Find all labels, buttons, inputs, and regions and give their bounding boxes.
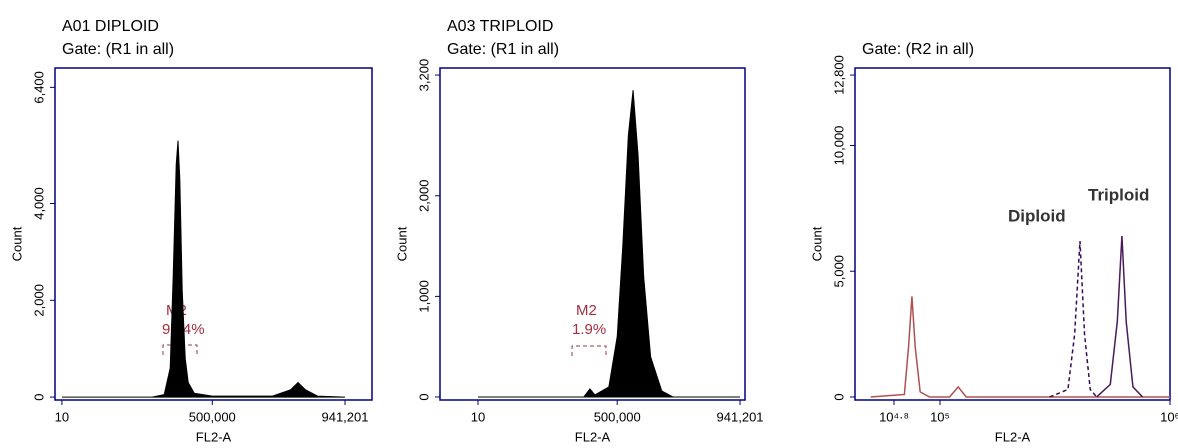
y-tick-label: 5,000 (831, 255, 846, 288)
y-axis-label: Count (809, 226, 824, 261)
x-tick-label: 10 (55, 409, 69, 424)
chart-title: A01 DIPLOID (62, 18, 159, 35)
marker-percent: 1.9% (572, 321, 606, 338)
x-axis-label: FL2-A (995, 429, 1031, 444)
x-tick-label: 10 (471, 409, 485, 424)
histogram-line (1049, 240, 1098, 398)
annotation: Diploid (1008, 206, 1066, 225)
x-tick-label: 500,000 (189, 409, 236, 424)
y-axis-label: Count (394, 226, 409, 261)
x-axis-label: FL2-A (196, 429, 232, 444)
plot-frame (54, 67, 373, 401)
gate-label: Gate: (R1 in all) (447, 41, 559, 58)
x-tick-label: 941,201 (717, 409, 764, 424)
y-tick-label: 0 (416, 393, 431, 400)
x-tick-label: 941,201 (321, 409, 368, 424)
gate-label: Gate: (R1 in all) (62, 41, 174, 58)
histogram-line (870, 296, 1170, 398)
plot-frame (854, 67, 1171, 401)
marker-bracket (571, 345, 607, 356)
marker-bracket (162, 344, 198, 355)
y-tick-label: 0 (31, 393, 46, 400)
y-tick-label: 10,000 (831, 126, 846, 166)
y-tick-label: 4,000 (31, 187, 46, 220)
x-tick-label: 10⁶ (1160, 409, 1178, 424)
annotation: Triploid (1088, 185, 1149, 204)
histogram-line (1096, 235, 1144, 398)
plot-frame (439, 67, 746, 401)
y-tick-label: 3,200 (416, 59, 431, 92)
y-tick-label: 2,000 (31, 284, 46, 317)
gate-label: Gate: (R2 in all) (862, 41, 974, 58)
y-axis-label: Count (9, 226, 24, 261)
y-tick-label: 12,800 (831, 55, 846, 95)
y-tick-label: 0 (831, 393, 846, 400)
y-tick-label: 6,400 (31, 71, 46, 104)
x-tick-label: 10⁵ (930, 409, 950, 424)
chart-title: A03 TRIPLOID (447, 18, 553, 35)
x-axis-label: FL2-A (575, 429, 611, 444)
x-tick-label: 10⁴·⁸ (879, 409, 909, 424)
y-tick-label: 2,000 (416, 179, 431, 212)
marker-label: M2 (576, 302, 597, 319)
histogram-area (61, 140, 346, 398)
histogram-area (478, 90, 741, 398)
y-tick-label: 1,000 (416, 280, 431, 313)
x-tick-label: 500,000 (594, 409, 641, 424)
